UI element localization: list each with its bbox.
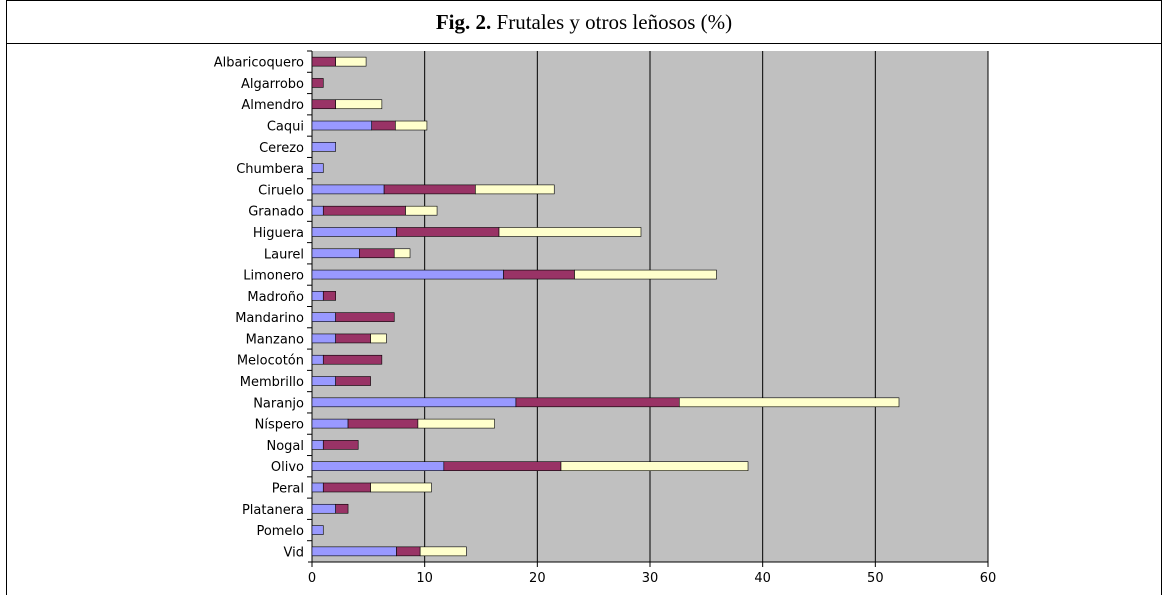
bar-segment [393,248,411,259]
category-label: Vid [284,545,304,560]
bar-segment [335,312,395,322]
bar-segment [371,120,396,131]
bar-segment [311,376,336,386]
bar-segment [574,269,717,280]
bar-segment [498,227,642,237]
bar-segment [311,333,336,344]
category-label: Níspero [255,418,304,433]
category-label: Nogal [266,439,304,454]
category-label: Mandarino [235,311,304,326]
category-label: Almendro [241,98,304,113]
category-label: Laurel [264,247,304,262]
category-label: Naranjo [253,396,304,411]
bar-segment [311,269,504,280]
bar-segment [359,248,395,259]
bar-segment [383,184,476,195]
category-label: Membrillo [240,375,304,390]
bar-segment [311,461,445,471]
category-label: Peral [272,481,304,496]
x-tick-label: 40 [754,571,771,586]
x-tick-label: 50 [867,571,884,586]
bar-segment [347,418,419,429]
bar-segment [311,312,336,322]
category-label: Melocotón [237,354,304,369]
bar-segment [322,354,383,365]
bar-segment [322,291,336,301]
bar-segment [311,546,397,557]
bar-segment [322,482,371,493]
bar-segment [335,333,371,344]
bar-segment [335,503,349,514]
category-label: Limonero [243,269,304,284]
bar-segment [335,376,371,386]
bar-segment [322,205,406,216]
bar-segment [560,461,749,471]
bar-segment [395,120,428,131]
bar-segment [370,333,387,344]
bar-segment [311,418,349,429]
category-label: Ciruelo [258,183,304,198]
category-label: Higuera [253,226,304,241]
bar-segment [322,440,359,450]
bar-segment [419,546,467,557]
category-label: Cerezo [259,141,304,156]
category-label: Manzano [246,332,304,347]
category-label: Chumbera [236,162,304,177]
bar-segment [311,503,336,514]
bar-segment [335,99,383,110]
bar-segment [335,56,367,67]
bar-segment [311,354,324,365]
bar-segment [311,120,373,131]
bar-segment [311,525,324,535]
bar-segment [311,397,517,408]
category-label: Madroño [247,290,304,305]
x-tick-label: 10 [416,571,433,586]
bar-segment [311,184,385,195]
bar-segment [311,440,324,450]
bar-segment [311,482,324,493]
category-label: Platanera [242,503,304,518]
x-tick-label: 30 [642,571,659,586]
x-tick-label: 0 [308,571,316,586]
category-label: Albaricoquero [214,56,304,71]
chart-title: Fig. 2. Frutales y otros leñosos (%) [7,1,1161,44]
bar-segment [396,546,421,557]
x-tick-label: 60 [980,571,997,586]
bar-segment [311,205,324,216]
bar-segment [311,142,336,152]
bar-segment [311,163,324,173]
bar-segment [370,482,432,493]
figure-frame: Fig. 2. Frutales y otros leñosos (%) [6,0,1162,595]
bar-segment [396,227,500,237]
bar-segment [311,56,336,67]
bar-segment [311,248,360,259]
bar-segment [311,291,324,301]
figure-number: Fig. 2. [435,10,492,34]
bar-segment [417,418,495,429]
bar-segment [503,269,575,280]
bar-segment [311,99,336,110]
x-tick-label: 20 [529,571,546,586]
category-label: Granado [248,205,304,220]
figure-caption: Frutales y otros leñosos (%) [496,10,733,34]
category-label: Caqui [267,120,304,135]
category-label: Olivo [271,460,304,475]
bar-segment [311,227,397,237]
bar-segment [443,461,562,471]
bar-segment [405,205,438,216]
category-label: Algarrobo [241,77,304,92]
category-label: Pomelo [256,524,304,539]
bar-segment [475,184,555,195]
bar-segment [311,78,324,88]
bar-segment [678,397,900,408]
bar-segment [515,397,680,408]
